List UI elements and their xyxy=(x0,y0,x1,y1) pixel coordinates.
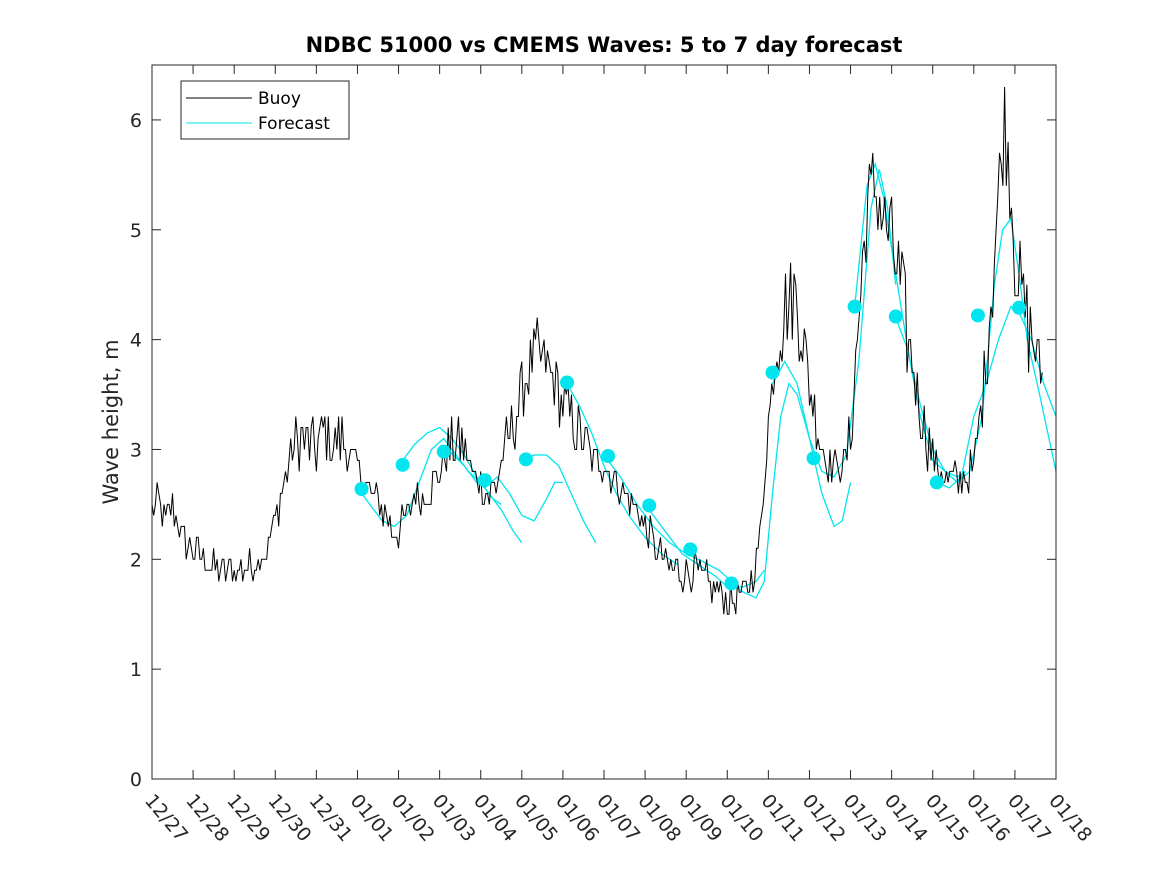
legend: Buoy Forecast xyxy=(180,80,350,140)
forecast-marker xyxy=(724,576,739,591)
x-tick-label: 01/14 xyxy=(880,790,932,846)
forecast-line xyxy=(895,217,1057,484)
forecast-marker xyxy=(806,451,821,466)
forecast-line xyxy=(771,169,897,478)
forecast-marker xyxy=(929,475,944,490)
forecast-marker xyxy=(847,299,862,314)
x-tick-label: 12/31 xyxy=(305,790,357,846)
x-tick-label: 12/27 xyxy=(140,790,192,846)
x-tick-label: 01/07 xyxy=(592,790,644,846)
forecast-marker xyxy=(642,498,657,513)
x-tick-label: 01/12 xyxy=(798,790,850,846)
x-tick-label: 01/13 xyxy=(839,790,891,846)
legend-box xyxy=(180,80,350,140)
y-tick-label: 4 xyxy=(130,330,142,352)
x-tick-label: 01/08 xyxy=(633,790,685,846)
forecast-marker xyxy=(765,365,780,380)
x-tick-label: 12/29 xyxy=(222,790,274,846)
forecast-marker xyxy=(888,309,903,324)
x-tick-label: 01/16 xyxy=(962,790,1014,846)
chart-title: NDBC 51000 vs CMEMS Waves: 5 to 7 day fo… xyxy=(306,33,903,57)
forecast-marker xyxy=(436,444,451,459)
x-tick-label: 01/17 xyxy=(1003,790,1055,846)
legend-label-forecast: Forecast xyxy=(258,114,330,134)
x-tick-label: 01/03 xyxy=(428,790,480,846)
forecast-marker xyxy=(518,452,533,467)
forecast-marker xyxy=(601,449,616,464)
legend-label-buoy: Buoy xyxy=(258,89,301,109)
series-layer xyxy=(151,86,1057,615)
y-tick-label: 3 xyxy=(130,439,142,461)
x-tick-label: 01/05 xyxy=(510,790,562,846)
x-axis: 12/2712/2812/2912/3012/3101/0101/0201/03… xyxy=(140,65,1096,846)
x-tick-label: 01/11 xyxy=(757,790,809,846)
x-tick-label: 12/28 xyxy=(181,790,233,846)
x-tick-label: 01/09 xyxy=(674,790,726,846)
y-tick-label: 5 xyxy=(130,220,142,242)
x-tick-label: 01/01 xyxy=(346,790,398,846)
forecast-marker xyxy=(1012,300,1027,315)
forecast-marker xyxy=(683,542,698,557)
x-tick-label: 01/06 xyxy=(551,790,603,846)
forecast-marker xyxy=(970,308,985,323)
x-tick-label: 01/10 xyxy=(715,790,767,846)
x-tick-label: 01/02 xyxy=(387,790,439,846)
forecast-marker xyxy=(560,375,575,390)
y-axis: 0 1 2 3 4 5 6 xyxy=(130,110,1056,791)
y-axis-label: Wave height, m xyxy=(99,339,123,504)
forecast-marker xyxy=(477,473,492,488)
x-tick-label: 12/30 xyxy=(263,790,315,846)
x-tick-label: 01/04 xyxy=(469,790,521,846)
y-tick-label: 0 xyxy=(130,769,142,791)
forecast-line xyxy=(648,509,765,588)
y-tick-label: 2 xyxy=(130,549,142,571)
forecast-line xyxy=(731,382,852,599)
y-tick-label: 6 xyxy=(130,110,142,132)
forecast-line xyxy=(447,449,563,522)
x-tick-label: 01/15 xyxy=(921,790,973,846)
forecast-marker xyxy=(354,482,369,497)
forecast-line xyxy=(603,454,732,582)
forecast-line xyxy=(566,383,679,566)
y-tick-label: 1 xyxy=(130,659,142,681)
forecast-line xyxy=(521,454,597,544)
plot-frame xyxy=(151,64,1057,780)
x-tick-label: 01/18 xyxy=(1044,790,1096,846)
forecast-marker xyxy=(395,457,410,472)
buoy-line xyxy=(151,86,1043,615)
